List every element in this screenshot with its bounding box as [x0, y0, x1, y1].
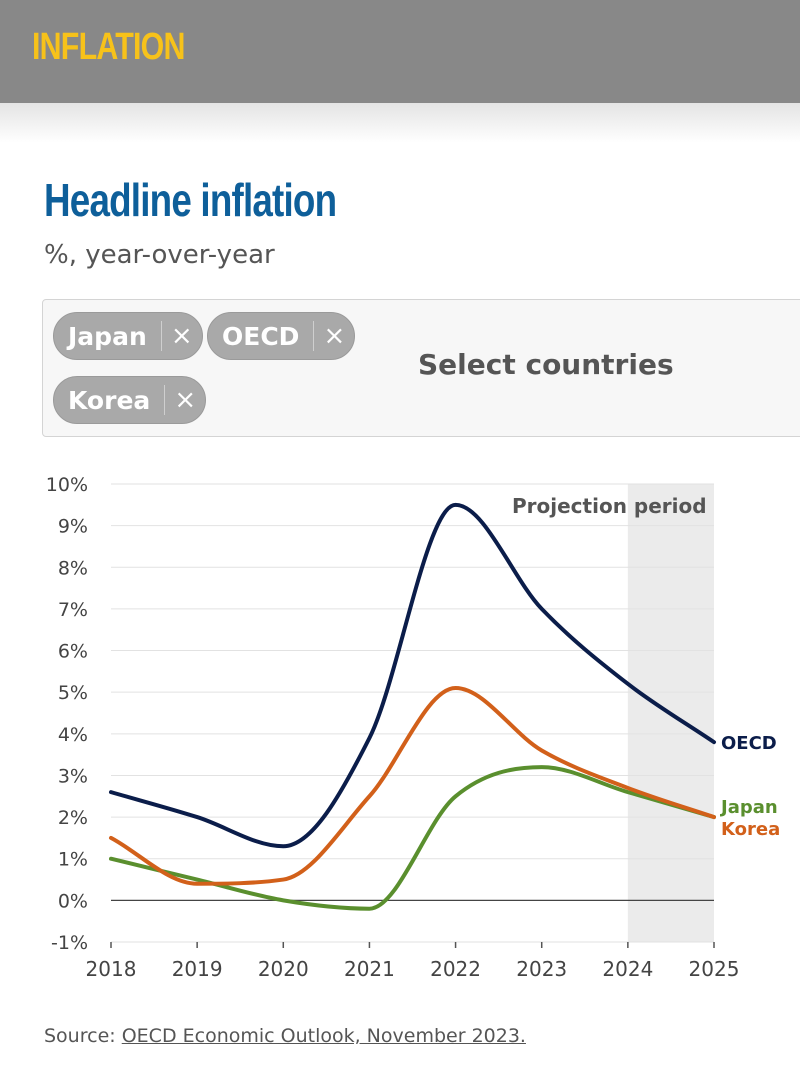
top-bar: INFLATION	[0, 0, 800, 103]
y-tick-label: 3%	[58, 765, 88, 787]
x-tick-label: 2024	[602, 957, 653, 981]
chip-divider	[313, 321, 315, 351]
x-tick-label: 2025	[689, 957, 740, 981]
chip-divider	[164, 385, 166, 415]
chart-title: Headline inflation	[44, 174, 337, 226]
y-tick-label: 7%	[58, 599, 88, 621]
chip-label: Korea	[68, 385, 151, 415]
chip-divider	[160, 321, 162, 351]
y-tick-label: -1%	[51, 932, 88, 954]
y-tick-label: 4%	[58, 724, 88, 746]
top-bar-shadow	[0, 103, 800, 143]
chart-subtitle: %, year-over-year	[44, 240, 275, 270]
series-line-korea	[109, 686, 716, 886]
y-tick-label: 5%	[58, 682, 88, 704]
x-tick-label: 2021	[344, 957, 395, 981]
country-selector[interactable]: Japan × OECD × Korea × Select countries	[42, 299, 800, 437]
remove-japan-icon[interactable]: ×	[170, 321, 193, 351]
y-tick-label: 8%	[58, 557, 88, 579]
chip-japan: Japan ×	[53, 312, 203, 360]
x-tick-label: 2018	[86, 957, 137, 981]
y-tick-label: 1%	[58, 849, 88, 871]
chip-label: OECD	[222, 321, 300, 351]
chip-label: Japan	[68, 321, 147, 351]
x-tick-label: 2023	[516, 957, 567, 981]
source-link[interactable]: OECD Economic Outlook, November 2023.	[121, 1025, 526, 1047]
y-tick-label: 2%	[58, 807, 88, 829]
source-note: Source: OECD Economic Outlook, November …	[44, 1025, 526, 1047]
series-label-korea: Korea	[721, 819, 780, 840]
x-tick-label: 2019	[172, 957, 223, 981]
series-line-oecd	[109, 502, 716, 849]
y-tick-label: 6%	[58, 641, 88, 663]
remove-korea-icon[interactable]: ×	[174, 385, 197, 415]
source-label: Source:	[44, 1025, 116, 1047]
section-title: INFLATION	[32, 26, 185, 68]
series-label-japan: Japan	[719, 797, 778, 818]
series-label-oecd: OECD	[721, 733, 777, 754]
x-tick-label: 2022	[430, 957, 481, 981]
x-tick-label: 2020	[258, 957, 309, 981]
chip-oecd: OECD ×	[207, 312, 356, 360]
projection-label: Projection period	[512, 494, 707, 518]
remove-oecd-icon[interactable]: ×	[323, 321, 346, 351]
inflation-line-chart: Projection period -1% 0% 1% 2% 3% 4% 5% 6% 7% 8% 9%…	[46, 474, 780, 981]
y-tick-label: 9%	[58, 516, 88, 538]
y-tick-label: 0%	[58, 890, 88, 912]
select-countries-placeholder[interactable]: Select countries	[418, 348, 674, 381]
chip-korea: Korea ×	[53, 376, 207, 424]
y-tick-label: 10%	[46, 474, 88, 496]
